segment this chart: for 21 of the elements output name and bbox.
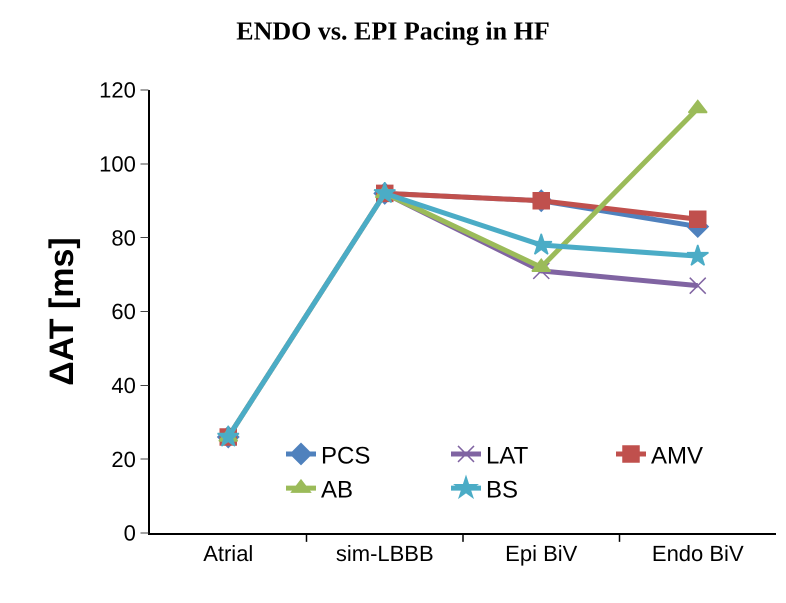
legend-label: BS xyxy=(486,476,518,504)
chart-title: ENDO vs. EPI Pacing in HF xyxy=(236,16,550,46)
x-tick-label: Epi BiV xyxy=(505,541,578,566)
legend-label: AMV xyxy=(651,442,704,470)
y-axis-title: ΔAT [ms] xyxy=(43,237,82,386)
x-tick-label: Endo BiV xyxy=(652,541,744,566)
x-tick-label: sim-LBBB xyxy=(336,541,434,566)
y-tick-label: 120 xyxy=(99,78,136,103)
y-tick-label: 20 xyxy=(111,446,136,472)
y-tick-label: 0 xyxy=(124,520,136,546)
legend-label: PCS xyxy=(321,442,370,470)
y-tick-label: 40 xyxy=(111,373,136,398)
y-tick-label: 80 xyxy=(111,225,136,250)
legend-label: LAT xyxy=(486,442,529,470)
x-tick-label: Atrial xyxy=(203,541,254,566)
legend-label: AB xyxy=(321,476,354,504)
point xyxy=(689,210,706,228)
y-tick-label: 60 xyxy=(111,299,136,324)
point xyxy=(689,276,706,294)
point xyxy=(686,244,710,266)
y-tick-label: 100 xyxy=(99,152,136,177)
